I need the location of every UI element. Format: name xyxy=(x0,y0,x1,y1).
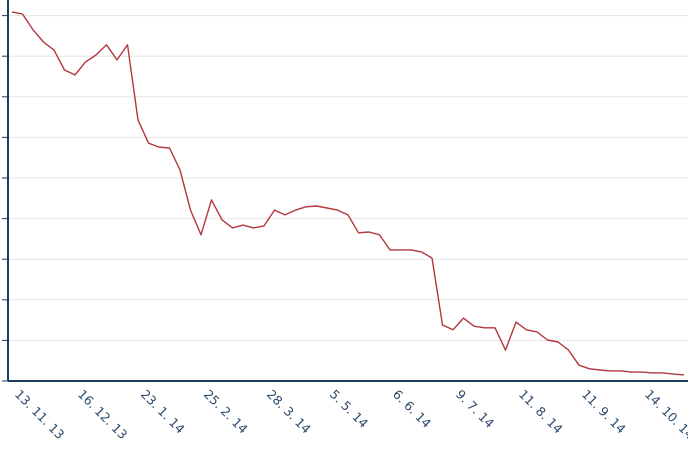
x-tick-label: 16. 12. 13 xyxy=(75,387,131,443)
x-tick-label: 23. 1. 14 xyxy=(138,387,188,437)
x-tick-label: 6. 6. 14 xyxy=(390,387,434,431)
x-tick-label: 28. 3. 14 xyxy=(264,387,314,437)
x-tick-label: 25. 2. 14 xyxy=(201,387,251,437)
x-tick-label: 11. 8. 14 xyxy=(516,387,566,437)
x-tick-label: 9. 7. 14 xyxy=(453,387,497,431)
price-line xyxy=(11,11,685,376)
x-tick-label: 13. 11. 13 xyxy=(12,387,68,443)
x-tick-label: 14. 10. 14 xyxy=(642,387,688,443)
x-tick-label: 5. 5. 14 xyxy=(327,387,371,431)
x-tick-label: 11. 9. 14 xyxy=(579,387,629,437)
